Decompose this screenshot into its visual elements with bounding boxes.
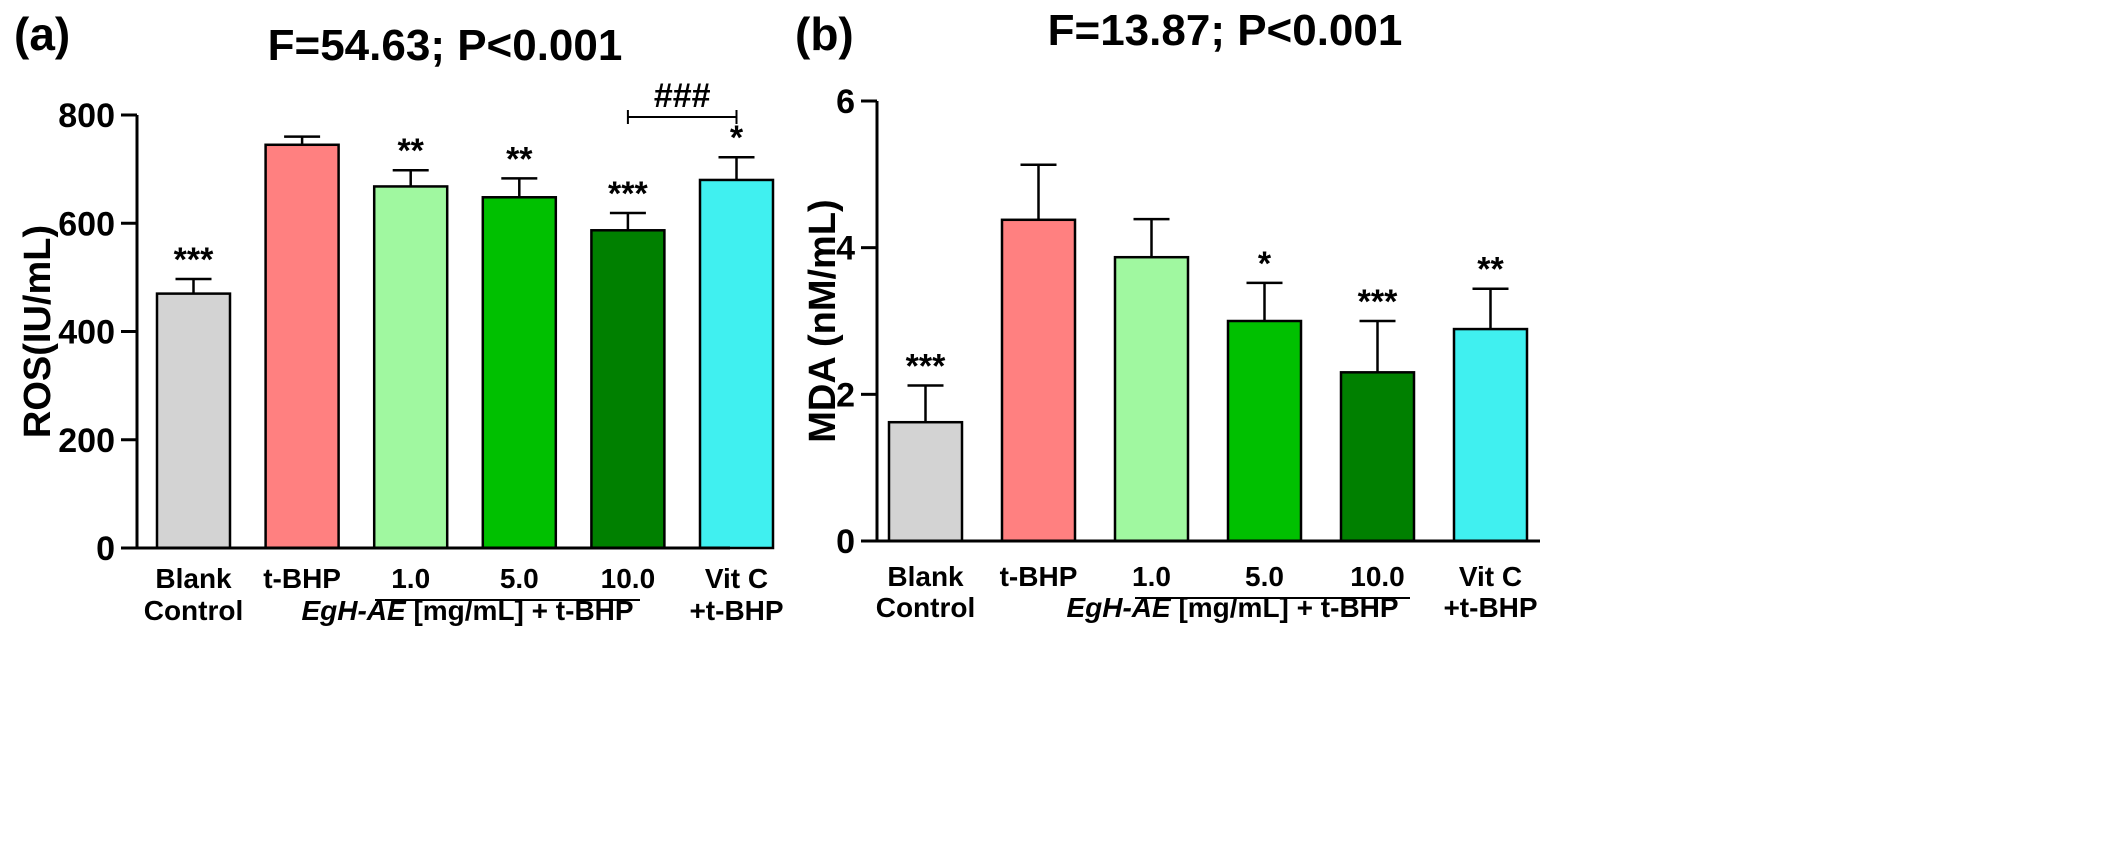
comparison-label: ### <box>654 77 711 115</box>
category-label: t-BHP <box>263 563 341 594</box>
category-label: 5.0 <box>1245 561 1284 592</box>
chart-title: F=13.87; P<0.001 <box>1048 6 1403 55</box>
group-label-rest: [mg/mL] + t-BHP <box>1171 592 1399 623</box>
bar <box>155 292 232 550</box>
group-label: EgH-AE [mg/mL] + t-BHP <box>301 595 633 626</box>
y-tick-label: 0 <box>96 530 115 568</box>
bar <box>1452 327 1529 543</box>
panel-label: (b) <box>795 8 854 60</box>
category-label: +t-BHP <box>1443 592 1537 623</box>
bar <box>1339 371 1416 543</box>
y-tick-label: 600 <box>58 205 115 243</box>
group-label-italic: EgH-AE <box>301 595 407 626</box>
significance-label: ** <box>1477 251 1504 289</box>
group-label-italic: EgH-AE <box>1066 592 1172 623</box>
category-label: t-BHP <box>1000 561 1078 592</box>
significance-label: ** <box>506 140 533 178</box>
bar <box>1113 255 1190 543</box>
chart-title: F=54.63; P<0.001 <box>268 21 623 70</box>
category-label: Vit C <box>705 563 768 594</box>
panel-label: (a) <box>14 8 70 60</box>
significance-label: * <box>730 119 744 157</box>
category-label: 10.0 <box>601 563 656 594</box>
significance-label: * <box>1258 245 1272 283</box>
significance-label: *** <box>174 241 214 279</box>
bar <box>264 143 340 550</box>
bar <box>887 420 964 543</box>
category-label: 1.0 <box>1132 561 1171 592</box>
category-label: Control <box>876 592 976 623</box>
y-tick-label: 400 <box>58 314 115 352</box>
category-label: 1.0 <box>391 563 430 594</box>
bar <box>372 185 449 550</box>
bar <box>590 229 666 550</box>
y-axis-label: ROS(IU/mL) <box>17 225 59 438</box>
category-label: +t-BHP <box>689 595 783 626</box>
bar <box>1226 319 1303 543</box>
category-label: 10.0 <box>1350 561 1405 592</box>
bar <box>1000 218 1077 543</box>
bar <box>698 178 775 550</box>
bar <box>481 196 558 550</box>
category-label: Vit C <box>1459 561 1522 592</box>
y-tick-label: 4 <box>836 230 855 268</box>
y-axis-label: MDA (nM/mL) <box>802 199 844 442</box>
significance-label: *** <box>1358 283 1398 321</box>
significance-label: *** <box>906 348 946 386</box>
y-tick-label: 0 <box>836 523 855 561</box>
category-label: Blank <box>155 563 232 594</box>
group-label-rest: [mg/mL] + t-BHP <box>406 595 634 626</box>
y-tick-label: 800 <box>58 97 115 135</box>
significance-label: ** <box>397 132 424 170</box>
y-tick-label: 2 <box>836 376 855 414</box>
category-label: Control <box>144 595 244 626</box>
significance-label: *** <box>608 175 648 213</box>
y-tick-label: 200 <box>58 422 115 460</box>
group-label: EgH-AE [mg/mL] + t-BHP <box>1066 592 1398 623</box>
category-label: 5.0 <box>500 563 539 594</box>
y-tick-label: 6 <box>836 83 855 121</box>
category-label: Blank <box>887 561 964 592</box>
